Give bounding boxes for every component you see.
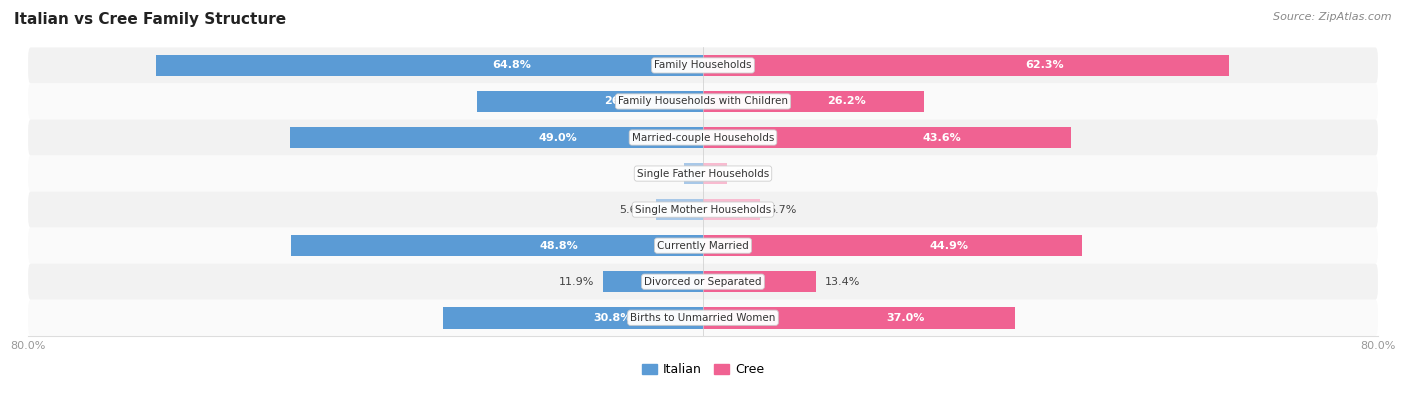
Text: Married-couple Households: Married-couple Households [631, 132, 775, 143]
Bar [703, 235, 1081, 256]
Bar [703, 163, 727, 184]
FancyBboxPatch shape [28, 83, 1378, 119]
Text: Single Mother Households: Single Mother Households [636, 205, 770, 214]
Bar [603, 271, 703, 292]
Text: Divorced or Separated: Divorced or Separated [644, 276, 762, 287]
Bar [290, 127, 703, 148]
FancyBboxPatch shape [28, 47, 1378, 83]
Text: 13.4%: 13.4% [824, 276, 860, 287]
Text: Family Households with Children: Family Households with Children [619, 96, 787, 107]
Text: Italian vs Cree Family Structure: Italian vs Cree Family Structure [14, 12, 287, 27]
Text: Single Father Households: Single Father Households [637, 169, 769, 179]
FancyBboxPatch shape [28, 228, 1378, 264]
Text: 43.6%: 43.6% [922, 132, 962, 143]
Text: 44.9%: 44.9% [929, 241, 969, 251]
Text: Currently Married: Currently Married [657, 241, 749, 251]
Bar [291, 235, 703, 256]
Bar [655, 199, 703, 220]
FancyBboxPatch shape [28, 192, 1378, 228]
Bar [703, 271, 815, 292]
Text: 64.8%: 64.8% [492, 60, 531, 70]
FancyBboxPatch shape [28, 300, 1378, 336]
Text: 5.6%: 5.6% [619, 205, 647, 214]
Text: 6.7%: 6.7% [768, 205, 796, 214]
Bar [703, 55, 1229, 76]
Text: 49.0%: 49.0% [538, 132, 578, 143]
Text: Family Households: Family Households [654, 60, 752, 70]
Bar [477, 90, 703, 112]
Bar [703, 199, 759, 220]
Text: 48.8%: 48.8% [540, 241, 578, 251]
Bar [685, 163, 703, 184]
Bar [443, 307, 703, 329]
FancyBboxPatch shape [28, 119, 1378, 156]
Text: 30.8%: 30.8% [593, 313, 631, 323]
Text: 2.8%: 2.8% [735, 169, 763, 179]
Text: 37.0%: 37.0% [887, 313, 925, 323]
Text: 26.2%: 26.2% [827, 96, 866, 107]
Text: 62.3%: 62.3% [1025, 60, 1064, 70]
Text: Source: ZipAtlas.com: Source: ZipAtlas.com [1274, 12, 1392, 22]
Bar [703, 90, 924, 112]
Bar [703, 127, 1071, 148]
Text: 2.2%: 2.2% [648, 169, 676, 179]
Bar [703, 307, 1015, 329]
FancyBboxPatch shape [28, 156, 1378, 192]
Bar [156, 55, 703, 76]
FancyBboxPatch shape [28, 264, 1378, 300]
Legend: Italian, Cree: Italian, Cree [637, 358, 769, 382]
Text: 26.8%: 26.8% [605, 96, 644, 107]
Text: 11.9%: 11.9% [558, 276, 595, 287]
Text: Births to Unmarried Women: Births to Unmarried Women [630, 313, 776, 323]
